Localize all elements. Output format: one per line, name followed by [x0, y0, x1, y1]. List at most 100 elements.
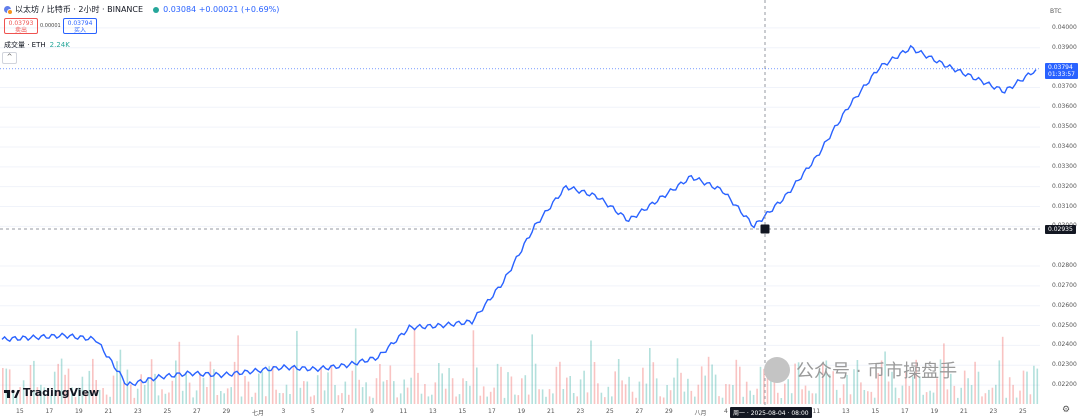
volume-bar [50, 394, 52, 404]
volume-bar [967, 378, 969, 404]
volume-bar [209, 361, 212, 404]
time-tick-label: 19 [517, 408, 526, 415]
volume-bar [690, 390, 693, 404]
volume-bar [600, 392, 603, 404]
volume-bar [929, 390, 931, 404]
volume-bar [361, 387, 364, 404]
volume-bar [1029, 394, 1032, 404]
volume-bar [382, 381, 385, 404]
volume-bar [171, 380, 174, 404]
volume-bar [303, 381, 305, 404]
volume-bar [330, 364, 333, 404]
volume-bar [645, 383, 648, 404]
volume-bar [566, 377, 568, 404]
volume-bar [206, 387, 208, 404]
time-tick-label: 11 [812, 408, 821, 415]
time-tick-label: 25 [163, 408, 172, 415]
volume-bar [825, 360, 828, 404]
volume-bar [905, 372, 907, 404]
volume-bar [572, 393, 575, 404]
volume-bar [953, 385, 956, 404]
sell-price: 0.03793 [8, 20, 34, 27]
volume-bar [683, 391, 686, 404]
sell-button[interactable]: 0.03793 卖出 [4, 18, 38, 34]
volume-bar [918, 376, 921, 404]
volume-bar [396, 397, 398, 404]
volume-bar [846, 375, 848, 404]
volume-bar [434, 382, 437, 404]
volume-bar [680, 372, 682, 404]
collapse-legend-button[interactable]: ^ [2, 52, 17, 64]
time-tick-label: 七月 [252, 410, 265, 417]
volume-bar [344, 381, 347, 404]
volume-bar [15, 396, 18, 404]
volume-bar [756, 388, 758, 404]
volume-bar [74, 397, 77, 404]
volume-bar [873, 397, 876, 404]
volume-bar [476, 367, 478, 404]
buy-button[interactable]: 0.03794 买入 [63, 18, 97, 34]
volume-bar [860, 382, 862, 404]
volume-bar [399, 393, 402, 404]
wechat-icon [764, 357, 790, 383]
volume-bar [988, 389, 990, 404]
volume-bar [998, 360, 1001, 404]
volume-bar [365, 382, 367, 404]
price-tick-label: 0.03300 [1052, 162, 1077, 170]
volume-bar [441, 373, 443, 404]
volume-bar [828, 374, 831, 404]
time-tick-label: 29 [665, 408, 673, 415]
volume-bar [1008, 377, 1011, 404]
volume-bar [192, 397, 194, 404]
volume-bar [427, 396, 430, 404]
volume-bar [130, 384, 132, 404]
volume-bar [1026, 371, 1028, 404]
volume-bar [26, 395, 28, 404]
volume-bar [22, 380, 25, 404]
gear-icon[interactable]: ⚙ [1062, 405, 1071, 415]
symbol-title[interactable]: 以太坊 / 比特币 · 2小时 · BINANCE [15, 5, 144, 14]
volume-bar [496, 363, 499, 404]
volume-bar [662, 397, 665, 404]
time-tick-label: 15 [871, 408, 880, 415]
time-tick-label: 13 [429, 408, 437, 415]
volume-bar [524, 375, 527, 404]
volume-bar [230, 387, 232, 404]
volume-bar [617, 359, 620, 404]
volume-bar [237, 335, 239, 404]
volume-bar [157, 395, 160, 404]
volume-bar [389, 365, 392, 404]
volume-bar [527, 394, 530, 404]
crosshair-center-icon [760, 224, 770, 234]
volume-bar [489, 391, 492, 404]
volume-bar [410, 377, 412, 404]
volume-bar [894, 387, 897, 404]
ohlc-values: 0.03084 +0.00021 (+0.69%) [163, 5, 280, 14]
volume-label[interactable]: 成交量 · ETH [4, 41, 46, 49]
volume-bar [607, 386, 610, 404]
volume-bar [261, 371, 264, 404]
price-tick-label: 0.03900 [1052, 43, 1077, 51]
time-tick-label: 19 [930, 408, 939, 415]
volume-bar [711, 364, 713, 404]
volume-bar [742, 396, 744, 404]
volume-bar [181, 390, 184, 404]
volume-bar [704, 375, 706, 404]
time-tick-label: 25 [606, 408, 614, 415]
volume-bar [469, 385, 471, 404]
tradingview-logo[interactable]: TradingView [4, 386, 99, 399]
volume-bar [614, 371, 616, 404]
volume-bar [161, 389, 163, 404]
volume-bar [199, 373, 201, 404]
last-price-tag: 0.03794 01:33:57 [1045, 63, 1078, 79]
volume-bar [341, 393, 343, 404]
volume-bar [323, 390, 326, 404]
volume-bar [1036, 368, 1039, 404]
volume-bar [943, 343, 945, 404]
volume-bar [36, 387, 39, 404]
time-tick-label: 15 [458, 408, 467, 415]
volume-bar [60, 358, 63, 404]
volume-bar [669, 390, 672, 404]
volume-bar [119, 349, 122, 404]
